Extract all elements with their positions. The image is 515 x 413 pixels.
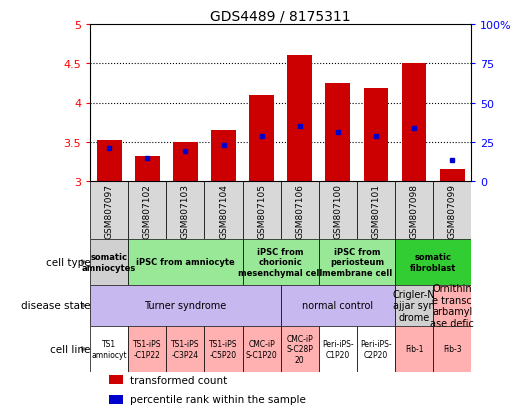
Bar (433, 285, 471, 326)
Bar (319, 240, 395, 285)
Text: Peri-iPS-
C2P20: Peri-iPS- C2P20 (360, 339, 392, 358)
Text: GSM807105: GSM807105 (257, 183, 266, 238)
Bar (281, 285, 395, 326)
Bar (402, 64, 426, 182)
Text: Fib-1: Fib-1 (405, 344, 423, 354)
Bar (128, 240, 243, 285)
Text: GSM807104: GSM807104 (219, 183, 228, 238)
Text: GSM807099: GSM807099 (448, 183, 457, 238)
Text: GSM807101: GSM807101 (371, 183, 381, 238)
Bar (97, 141, 122, 182)
Bar (90, 285, 281, 326)
Text: TS1-iPS
-C5P20: TS1-iPS -C5P20 (209, 339, 238, 358)
Bar (395, 285, 433, 326)
Text: Fib-3: Fib-3 (443, 344, 461, 354)
Bar (395, 326, 433, 372)
Text: TS1
amniocyt: TS1 amniocyt (91, 339, 127, 358)
Bar (90, 182, 128, 240)
Text: Peri-iPS-
C1P20: Peri-iPS- C1P20 (322, 339, 354, 358)
Bar (319, 326, 357, 372)
Text: GSM807106: GSM807106 (295, 183, 304, 238)
Bar (433, 182, 471, 240)
Text: GSM807103: GSM807103 (181, 183, 190, 238)
Text: iPSC from
chorionic
mesenchymal cell: iPSC from chorionic mesenchymal cell (238, 247, 323, 277)
Text: GSM807102: GSM807102 (143, 183, 152, 238)
Bar (249, 95, 274, 182)
Text: somatic
amniocytes: somatic amniocytes (82, 253, 136, 272)
Bar (109, 375, 123, 385)
Bar (128, 182, 166, 240)
Bar (395, 182, 433, 240)
Bar (243, 326, 281, 372)
Bar (357, 326, 395, 372)
Bar (211, 131, 236, 182)
Text: cell line: cell line (50, 344, 90, 354)
Text: iPSC from
periosteum
membrane cell: iPSC from periosteum membrane cell (322, 247, 392, 277)
Bar (395, 240, 471, 285)
Bar (325, 83, 350, 182)
Text: cell type: cell type (45, 257, 90, 267)
Bar (364, 89, 388, 182)
Bar (281, 326, 319, 372)
Bar (166, 182, 204, 240)
Text: CMC-iP
S-C1P20: CMC-iP S-C1P20 (246, 339, 278, 358)
Bar (90, 326, 128, 372)
Bar (166, 326, 204, 372)
Text: transformed count: transformed count (130, 375, 228, 385)
Bar (109, 395, 123, 404)
Bar (173, 142, 198, 182)
Bar (135, 157, 160, 182)
Text: disease state: disease state (21, 301, 90, 311)
Text: Ornithin
e transc
arbamyl
ase defic: Ornithin e transc arbamyl ase defic (430, 283, 474, 328)
Bar (281, 182, 319, 240)
Text: iPSC from amniocyte: iPSC from amniocyte (136, 258, 235, 267)
Bar (128, 326, 166, 372)
Text: somatic
fibroblast: somatic fibroblast (410, 253, 456, 272)
Bar (90, 240, 128, 285)
Bar (243, 240, 319, 285)
Text: Crigler-N
ajjar syn
drome: Crigler-N ajjar syn drome (393, 289, 435, 322)
Text: GSM807098: GSM807098 (409, 183, 419, 238)
Text: TS1-iPS
-C1P22: TS1-iPS -C1P22 (133, 339, 162, 358)
Bar (204, 182, 243, 240)
Bar (357, 182, 395, 240)
Text: percentile rank within the sample: percentile rank within the sample (130, 394, 306, 404)
Text: normal control: normal control (302, 301, 373, 311)
Bar (287, 56, 312, 182)
Text: GSM807097: GSM807097 (105, 183, 114, 238)
Text: Turner syndrome: Turner syndrome (144, 301, 227, 311)
Text: CMC-iP
S-C28P
20: CMC-iP S-C28P 20 (286, 334, 313, 364)
Text: TS1-iPS
-C3P24: TS1-iPS -C3P24 (171, 339, 200, 358)
Bar (243, 182, 281, 240)
Title: GDS4489 / 8175311: GDS4489 / 8175311 (210, 9, 351, 24)
Bar (319, 182, 357, 240)
Bar (440, 170, 465, 182)
Bar (204, 326, 243, 372)
Text: GSM807100: GSM807100 (333, 183, 342, 238)
Bar (433, 326, 471, 372)
